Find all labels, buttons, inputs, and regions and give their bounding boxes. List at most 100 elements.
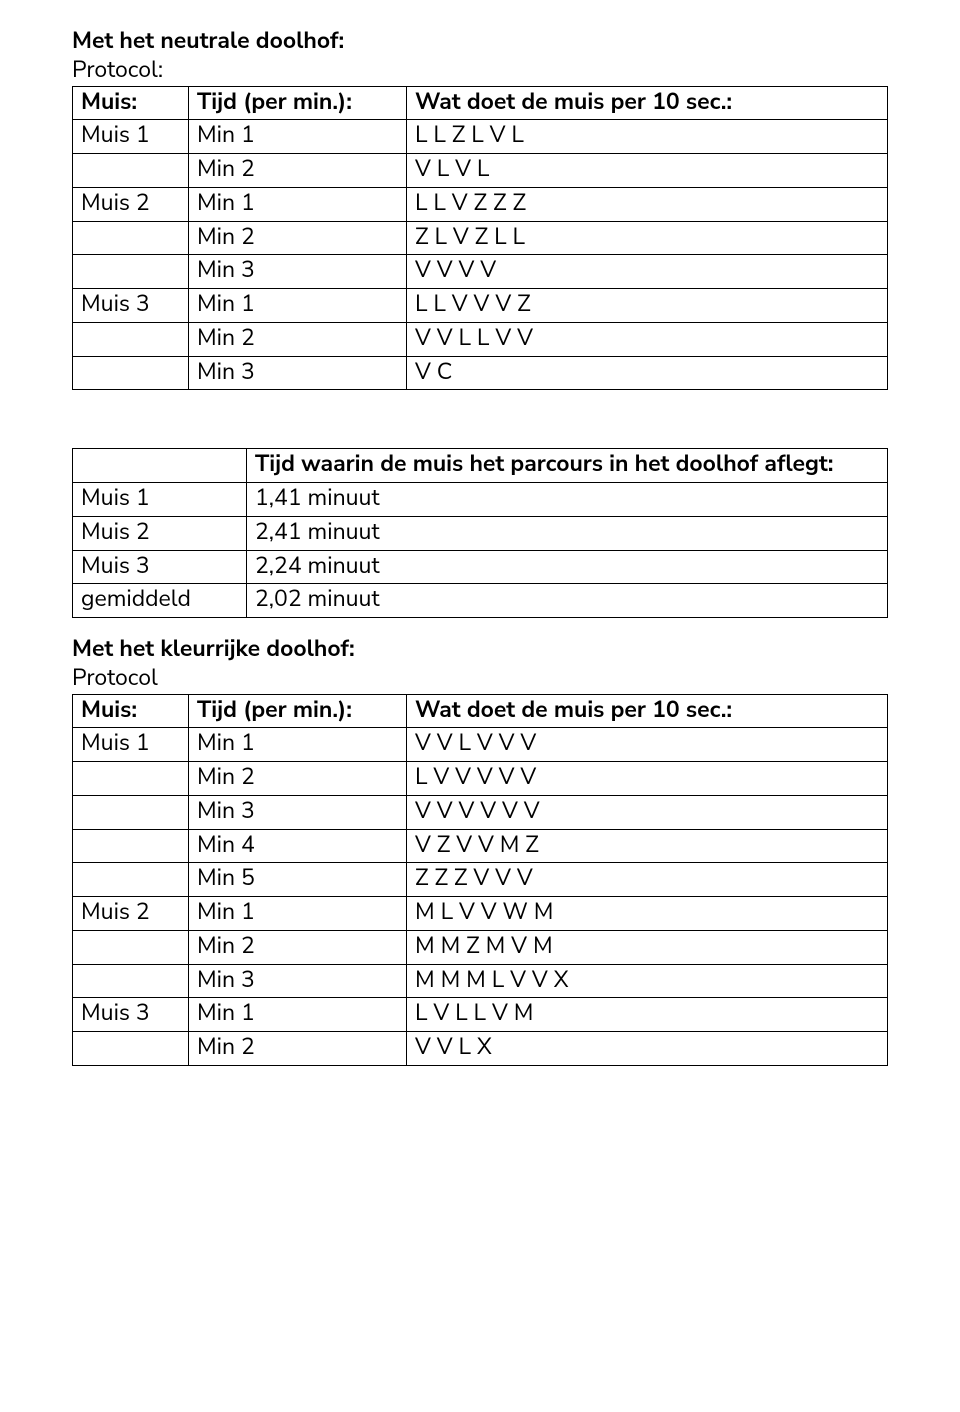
cell-label: Muis 1 [73,483,247,517]
table-header-row: Tijd waarin de muis het parcours in het … [73,449,888,483]
col-header-tijd: Tijd (per min.): [189,694,407,728]
cell-muis [73,356,189,390]
cell-label: gemiddeld [73,584,247,618]
table-row: Muis 2 Min 1 M L V V W M [73,897,888,931]
table-row: Min 3 V C [73,356,888,390]
cell-muis: Muis 2 [73,187,189,221]
cell-muis [73,829,189,863]
cell-muis: Muis 1 [73,728,189,762]
col-header-blank [73,449,247,483]
col-header-muis: Muis: [73,86,189,120]
table-row: Min 3 V V V V V V [73,795,888,829]
cell-actie: M M M L V V X [407,964,888,998]
table-row: Muis 1 Min 1 V V L V V V [73,728,888,762]
cell-muis: Muis 1 [73,120,189,154]
table-row: gemiddeld 2,02 minuut [73,584,888,618]
table-row: Muis 1 Min 1 L L Z L V L [73,120,888,154]
cell-tijd: Min 2 [189,762,407,796]
table-row: Min 4 V Z V V M Z [73,829,888,863]
table-header-row: Muis: Tijd (per min.): Wat doet de muis … [73,694,888,728]
cell-actie: Z L V Z L L [407,221,888,255]
table-row: Min 2 V V L L V V [73,322,888,356]
table-row: Min 2 L V V V V V [73,762,888,796]
cell-value: 2,24 minuut [247,550,888,584]
col-header-actie: Wat doet de muis per 10 sec.: [407,694,888,728]
cell-muis [73,154,189,188]
protocol-table-neutral: Muis: Tijd (per min.): Wat doet de muis … [72,86,888,391]
cell-actie: V V L V V V [407,728,888,762]
table-row: Muis 1 1,41 minuut [73,483,888,517]
cell-muis [73,322,189,356]
cell-muis: Muis 3 [73,998,189,1032]
cell-muis: Muis 3 [73,289,189,323]
cell-tijd: Min 3 [189,356,407,390]
cell-tijd: Min 4 [189,829,407,863]
table-row: Min 3 V V V V [73,255,888,289]
table-row: Min 3 M M M L V V X [73,964,888,998]
col-header-timing: Tijd waarin de muis het parcours in het … [247,449,888,483]
cell-actie: V V L L V V [407,322,888,356]
timing-table: Tijd waarin de muis het parcours in het … [72,448,888,618]
table-row: Muis 3 Min 1 L L V V V Z [73,289,888,323]
cell-actie: V V V V [407,255,888,289]
col-header-muis: Muis: [73,694,189,728]
cell-tijd: Min 3 [189,255,407,289]
cell-actie: L V V V V V [407,762,888,796]
cell-actie: L L Z L V L [407,120,888,154]
cell-tijd: Min 2 [189,154,407,188]
cell-tijd: Min 1 [189,120,407,154]
cell-tijd: Min 2 [189,221,407,255]
cell-tijd: Min 1 [189,897,407,931]
cell-actie: V V V V V V [407,795,888,829]
cell-actie: M M Z M V M [407,930,888,964]
cell-tijd: Min 2 [189,930,407,964]
cell-actie: V V L X [407,1032,888,1066]
cell-value: 1,41 minuut [247,483,888,517]
cell-actie: V Z V V M Z [407,829,888,863]
cell-actie: V L V L [407,154,888,188]
cell-value: 2,02 minuut [247,584,888,618]
cell-tijd: Min 1 [189,289,407,323]
cell-label: Muis 3 [73,550,247,584]
table-row: Min 5 Z Z Z V V V [73,863,888,897]
cell-tijd: Min 5 [189,863,407,897]
cell-muis [73,255,189,289]
cell-actie: L V L L V M [407,998,888,1032]
table-row: Min 2 Z L V Z L L [73,221,888,255]
cell-actie: Z Z Z V V V [407,863,888,897]
cell-actie: V C [407,356,888,390]
table-row: Muis 2 Min 1 L L V Z Z Z [73,187,888,221]
section3-subtitle: Protocol [72,665,888,694]
cell-actie: L L V Z Z Z [407,187,888,221]
cell-label: Muis 2 [73,516,247,550]
section1-title: Met het neutrale doolhof: [72,28,888,57]
section3-title: Met het kleurrijke doolhof: [72,636,888,665]
cell-tijd: Min 1 [189,187,407,221]
cell-tijd: Min 2 [189,1032,407,1066]
cell-muis [73,795,189,829]
cell-tijd: Min 3 [189,964,407,998]
section1-subtitle: Protocol: [72,57,888,86]
cell-muis [73,221,189,255]
cell-muis: Muis 2 [73,897,189,931]
table-row: Min 2 V L V L [73,154,888,188]
table-row: Min 2 M M Z M V M [73,930,888,964]
col-header-tijd: Tijd (per min.): [189,86,407,120]
table-header-row: Muis: Tijd (per min.): Wat doet de muis … [73,86,888,120]
protocol-table-colorful: Muis: Tijd (per min.): Wat doet de muis … [72,694,888,1066]
cell-actie: M L V V W M [407,897,888,931]
cell-value: 2,41 minuut [247,516,888,550]
cell-muis [73,1032,189,1066]
cell-actie: L L V V V Z [407,289,888,323]
cell-tijd: Min 1 [189,998,407,1032]
table-row: Muis 3 Min 1 L V L L V M [73,998,888,1032]
cell-tijd: Min 3 [189,795,407,829]
cell-muis [73,762,189,796]
table-row: Muis 3 2,24 minuut [73,550,888,584]
table-row: Muis 2 2,41 minuut [73,516,888,550]
cell-muis [73,930,189,964]
cell-tijd: Min 2 [189,322,407,356]
table-row: Min 2 V V L X [73,1032,888,1066]
col-header-actie: Wat doet de muis per 10 sec.: [407,86,888,120]
cell-tijd: Min 1 [189,728,407,762]
